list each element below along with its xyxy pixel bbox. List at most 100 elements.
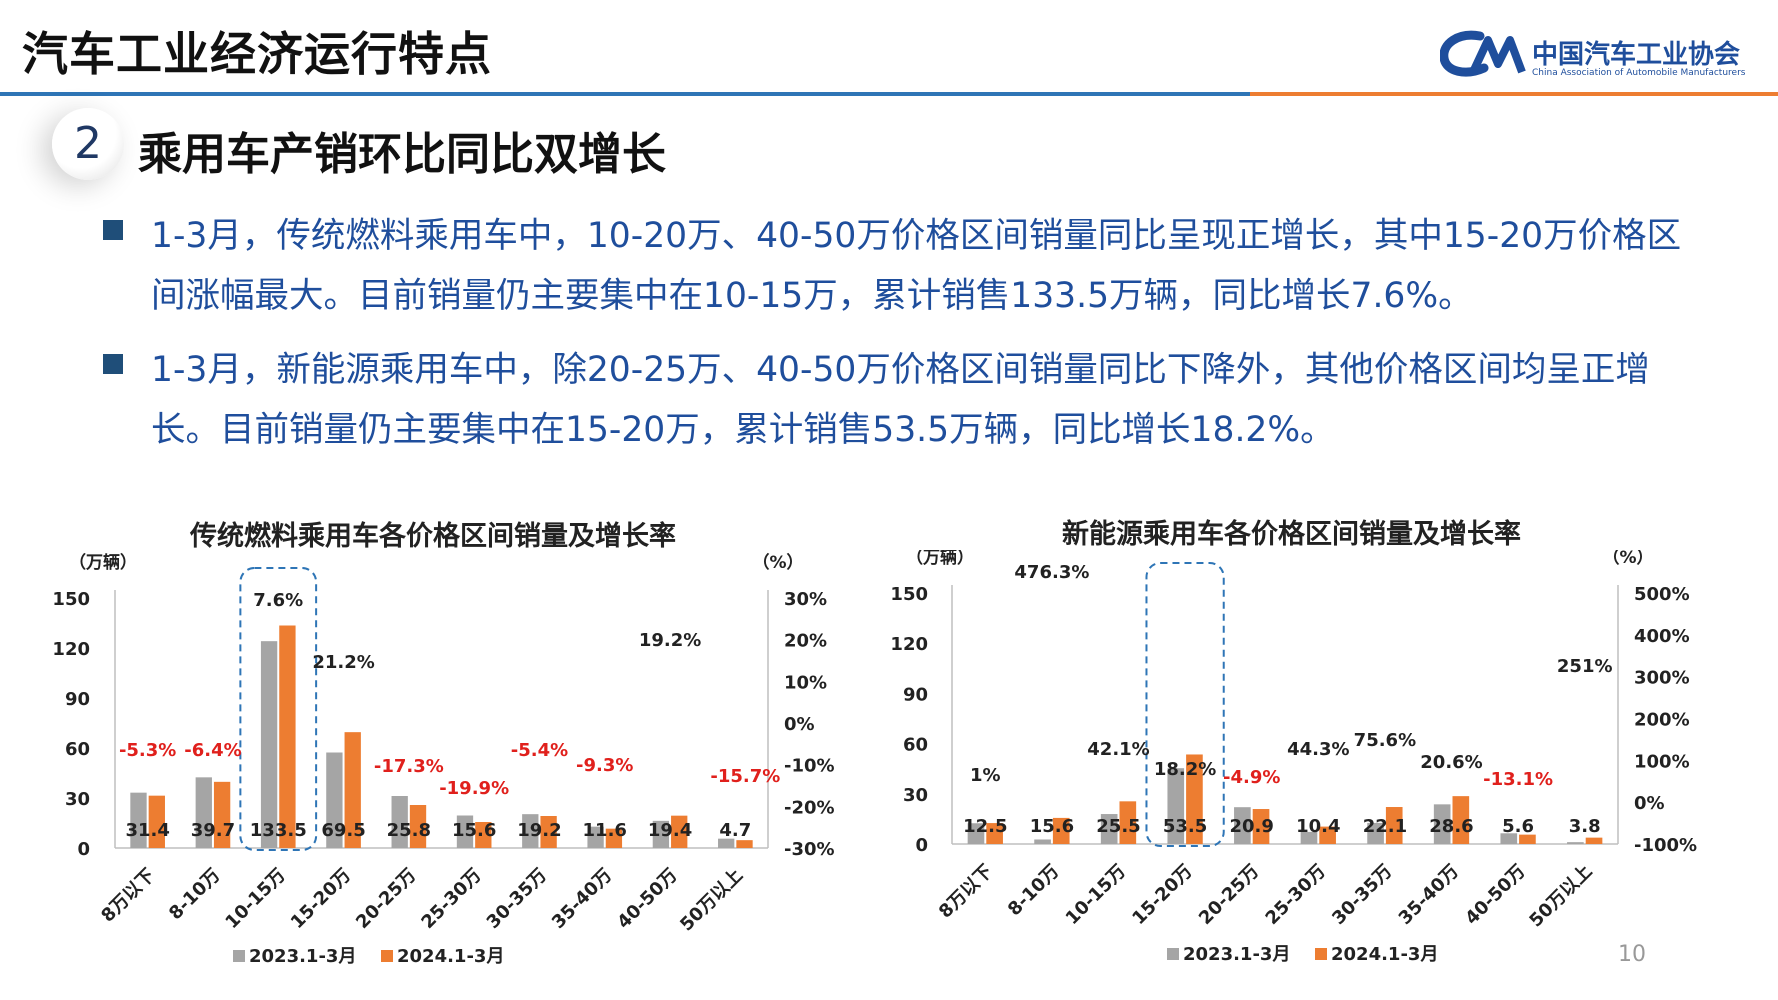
bullet-square-icon	[103, 220, 123, 240]
y-tick-label-left: 90	[903, 684, 928, 705]
header-bar: 汽车工业经济运行特点 中国汽车工业协会 China Association of…	[0, 0, 1778, 96]
bar-2024	[1052, 817, 1070, 844]
x-tick-label: 25-30万	[417, 865, 485, 933]
bar-2024	[344, 732, 361, 848]
growth-rate-label: 7.6%	[253, 590, 303, 611]
x-tick-label: 40-50万	[613, 865, 681, 933]
bar-2024	[986, 823, 1003, 844]
x-tick-label: 20-25万	[1195, 861, 1263, 929]
bar-2023	[1500, 833, 1518, 844]
growth-rate-label: -6.4%	[184, 740, 241, 761]
growth-rate-label: 1%	[970, 765, 1001, 786]
growth-rate-label: -5.4%	[511, 740, 568, 761]
legend-label-2024: 2024.1-3月	[397, 946, 504, 967]
bar-2024	[148, 795, 165, 848]
x-tick-label: 40-50万	[1461, 861, 1529, 929]
bar-2024	[1119, 801, 1137, 844]
y-tick-label-right: -20%	[784, 797, 835, 818]
bar-2024	[540, 816, 557, 848]
growth-rate-label: 19.2%	[639, 630, 701, 651]
x-tick-label: 35-40万	[1395, 861, 1463, 929]
data-label: 22.1	[1363, 816, 1407, 837]
x-tick-label: 8-10万	[1004, 861, 1063, 920]
data-label: 3.8	[1569, 816, 1601, 837]
bar-2023	[522, 814, 539, 848]
x-tick-label: 30-35万	[483, 865, 551, 933]
growth-rate-label: 476.3%	[1014, 562, 1089, 583]
page-number: 10	[1618, 942, 1646, 967]
y-tick-label-left: 0	[77, 839, 90, 860]
page-title: 汽车工业经济运行特点	[22, 27, 492, 81]
y-tick-label-left: 60	[65, 739, 90, 760]
data-label: 53.5	[1163, 816, 1207, 837]
bar-2024	[409, 805, 427, 848]
y-tick-label-right: 200%	[1634, 710, 1690, 731]
data-label: 20.9	[1229, 816, 1273, 837]
x-tick-label: 25-30万	[1262, 861, 1330, 929]
bar-2023	[718, 838, 735, 848]
data-label: 69.5	[321, 820, 365, 841]
y-tick-label-right: 0%	[784, 714, 815, 735]
x-tick-label: 10-15万	[1062, 861, 1130, 929]
data-label: 11.6	[583, 820, 627, 841]
x-tick-label: 10-15万	[221, 865, 289, 933]
bar-2023	[652, 820, 670, 848]
header-rule-orange	[1250, 92, 1778, 96]
legend-label-2024: 2024.1-3月	[1331, 944, 1438, 965]
section-number: 2	[74, 118, 102, 169]
header-rule-blue	[0, 92, 1778, 96]
highlight-box	[1145, 562, 1225, 847]
growth-rate-label: 20.6%	[1420, 752, 1482, 773]
growth-rate-label: 75.6%	[1354, 730, 1416, 751]
bullet-text-1: 1-3月，传统燃料乘用车中，10-20万、40-50万价格区间销量同比呈现正增长…	[151, 216, 1682, 316]
chart-nev-passenger: （万辆） （%） 0 30 60 90 120 150 -100% 0% 100% 200% 300% 4…	[890, 550, 1697, 965]
y-tick-label-left: 30	[65, 789, 90, 810]
growth-rate-label: 18.2%	[1154, 759, 1216, 780]
y-tick-label-right: 30%	[784, 589, 827, 610]
section-title: 乘用车产销环比同比双增长	[138, 129, 666, 180]
data-label: 25.8	[387, 820, 431, 841]
bar-2023	[391, 796, 408, 848]
y-tick-label-left: 0	[915, 835, 928, 856]
bar-2023	[967, 823, 985, 844]
bar-2023	[587, 826, 604, 848]
growth-rate-label: -15.7%	[710, 766, 780, 787]
y-tick-label-left: 60	[903, 735, 928, 756]
y-tick-label-right: 400%	[1634, 626, 1690, 647]
bullet-square-icon	[103, 354, 123, 374]
bar-2023	[1367, 822, 1384, 844]
y-tick-label-right: -10%	[784, 756, 835, 777]
data-label: 10.4	[1296, 816, 1340, 837]
x-tick-label: 35-40万	[548, 865, 616, 933]
x-tick-label: 15-20万	[287, 865, 355, 933]
data-label: 15.6	[1030, 816, 1074, 837]
growth-rate-label: 251%	[1557, 656, 1613, 677]
legend-label-2023: 2023.1-3月	[1183, 944, 1290, 965]
y-axis-unit-right: （%）	[1602, 550, 1653, 568]
growth-rate-label: 44.3%	[1287, 739, 1349, 760]
data-label: 31.4	[125, 820, 169, 841]
logo-text-cn: 中国汽车工业协会	[1532, 40, 1741, 70]
y-axis-unit-right: （%）	[752, 552, 803, 573]
data-label: 25.5	[1096, 816, 1140, 837]
x-tick-label: 20-25万	[352, 865, 420, 933]
bar-2023	[1100, 814, 1118, 844]
data-label: 19.4	[648, 820, 692, 841]
legend-label-2023: 2023.1-3月	[249, 946, 356, 967]
bar-2023	[260, 641, 278, 848]
y-tick-label-right: -30%	[784, 839, 835, 860]
chart-title-left: 传统燃料乘用车各价格区间销量及增长率	[190, 521, 676, 552]
data-label: 133.5	[250, 820, 307, 841]
bar-2024	[1319, 826, 1336, 844]
data-label: 19.2	[517, 820, 561, 841]
x-tick-label: 50万以上	[1525, 861, 1596, 932]
bar-2024	[671, 815, 688, 848]
y-axis-unit-left: （万辆）	[69, 552, 137, 573]
data-label: 4.7	[719, 820, 751, 841]
bar-2023	[456, 815, 474, 848]
legend-swatch-2023	[1167, 948, 1179, 960]
bar-2023	[326, 752, 343, 848]
legend-swatch-2024	[1315, 948, 1327, 960]
y-tick-label-left: 30	[903, 785, 928, 806]
x-tick-label: 8万以下	[97, 865, 159, 927]
